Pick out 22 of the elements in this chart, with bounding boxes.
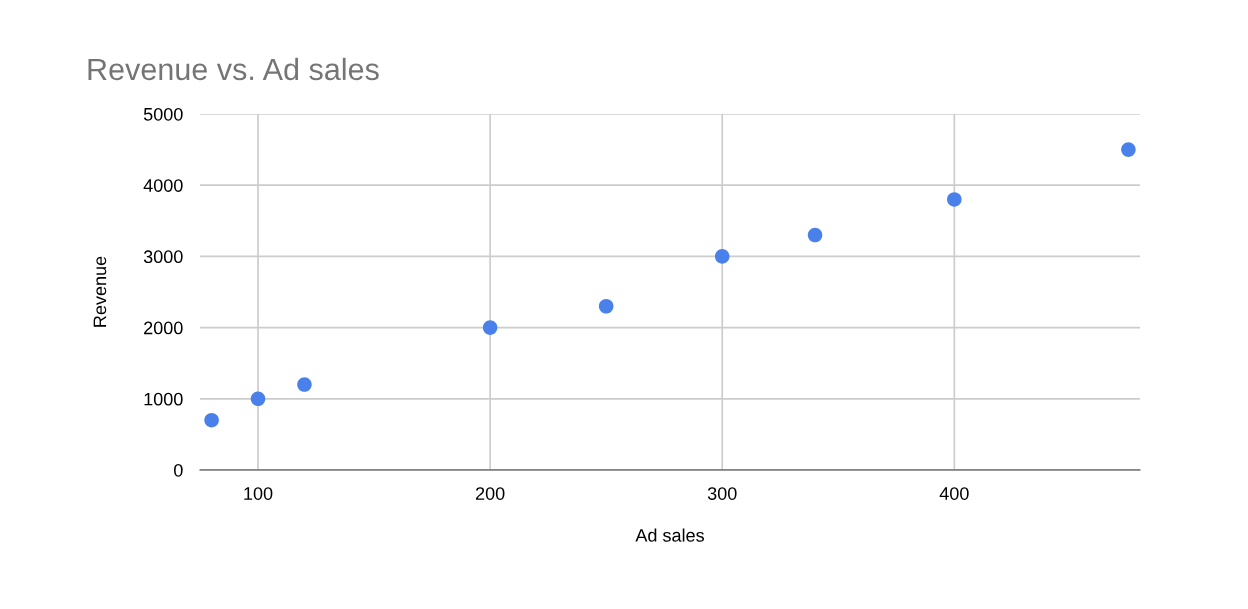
point [297, 377, 312, 392]
point [598, 298, 614, 314]
y-tick-label: 3000 [143, 250, 183, 264]
y-tick-label: 4000 [143, 179, 183, 192]
y-tick-label: 5000 [143, 107, 183, 121]
x-tick-label: 400 [939, 487, 969, 500]
y-axis-title: Revenue [93, 256, 107, 327]
x-tick-label: 300 [707, 487, 737, 500]
point [250, 391, 266, 407]
point [714, 249, 730, 264]
y-tick-label: 2000 [144, 321, 183, 335]
point [807, 227, 823, 243]
x-tick-label: 200 [475, 487, 505, 500]
x-axis-title: Ad sales [635, 528, 704, 542]
y-tick-label: 0 [174, 463, 183, 477]
point [204, 412, 219, 428]
point [482, 320, 498, 335]
x-tick-label: 100 [244, 487, 273, 500]
point [947, 192, 962, 207]
point [1121, 142, 1136, 157]
chart-title: Revenue vs. Ad sales [88, 57, 379, 81]
y-tick-label: 1000 [144, 392, 183, 406]
